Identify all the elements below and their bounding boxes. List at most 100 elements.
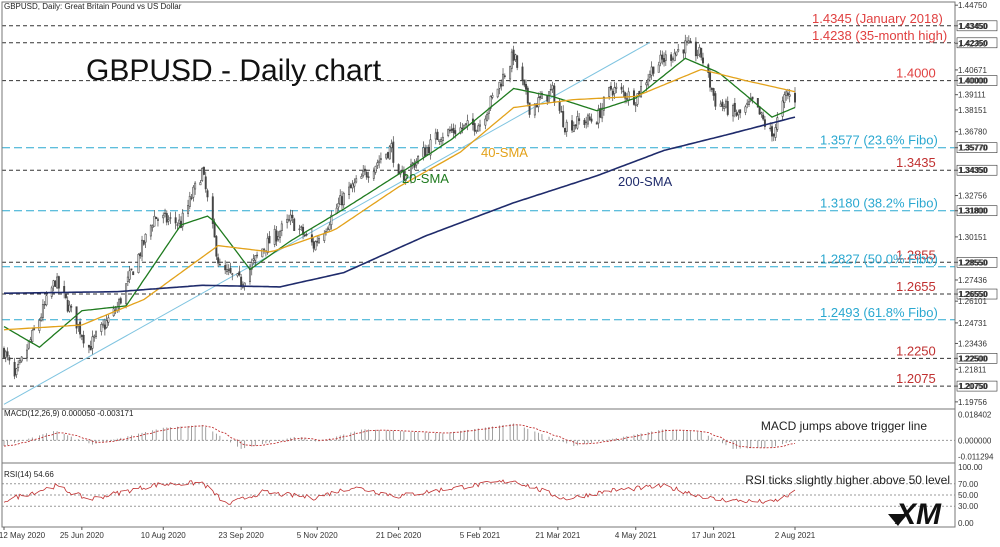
candle-body (762, 114, 765, 120)
candle-body (632, 90, 635, 105)
price-tick-label: 1.31800 (958, 207, 987, 216)
price-tick-label: 1.20750 (958, 382, 987, 391)
candle-body (56, 276, 59, 289)
price-tick-label: 1.44750 (958, 1, 987, 10)
candle-body (710, 87, 713, 90)
candle-body (578, 118, 581, 122)
rsi-tick-label: 50.00 (958, 491, 979, 500)
rsi-tick-label: 0.00 (958, 519, 974, 528)
macd-tick-label: 0.000000 (958, 436, 992, 445)
candle-body (194, 182, 197, 190)
candle-body (151, 225, 154, 228)
level-tick-label: 1.26550 (959, 290, 988, 299)
candle-body (339, 195, 342, 205)
candle-body (624, 92, 627, 99)
candle-body (4, 351, 7, 358)
candle-body (102, 323, 105, 326)
200-sma-label: 200-SMA (618, 174, 673, 189)
candle-body (438, 139, 441, 142)
candle-body (378, 160, 381, 163)
candle-body (364, 168, 366, 172)
candle-body (684, 40, 687, 54)
candle-body (776, 117, 779, 130)
candle-body (187, 205, 190, 214)
candle-body (206, 190, 209, 198)
candle-body (289, 214, 292, 222)
candle-body (229, 267, 232, 273)
candle-body (261, 248, 264, 258)
candle-body (355, 178, 358, 183)
candle-body (125, 283, 128, 304)
40-sma-label: 40-SMA (481, 145, 528, 160)
sma200-line (4, 116, 796, 294)
candle-body (417, 155, 420, 164)
candle-body (404, 175, 407, 181)
candle-body (204, 176, 207, 190)
candle-body (739, 109, 742, 114)
candle-body (142, 240, 145, 245)
trendline (3, 42, 651, 405)
candle-body (388, 146, 391, 160)
candle-body (774, 127, 777, 138)
candle-body (726, 101, 729, 115)
candle-body (696, 54, 699, 56)
candle-body (57, 276, 60, 289)
candle-body (360, 176, 363, 179)
candle-body (424, 147, 427, 157)
candle-body (702, 57, 704, 64)
candle-body (181, 212, 184, 227)
candle-body (174, 217, 177, 224)
candle-body (40, 316, 43, 321)
candle-body (348, 186, 351, 196)
candle-body (448, 129, 451, 132)
candle-body (254, 255, 257, 261)
candle-body (521, 66, 524, 81)
rsi-title: RSI(14) 54.66 (4, 470, 54, 479)
candle-body (41, 304, 44, 318)
candle-body (390, 143, 393, 148)
price-tick-label: 1.28550 (958, 258, 987, 267)
candle-body (93, 335, 96, 338)
candle-body (698, 46, 701, 55)
xm-logo-text: XM (894, 498, 942, 531)
candle-body (18, 359, 21, 363)
candle-body (694, 41, 697, 57)
candle-body (156, 218, 159, 221)
candle-body (528, 102, 531, 115)
candle-body (118, 299, 121, 310)
rsi-tick-label: 100.00 (958, 463, 983, 472)
time-tick-label: 25 Jun 2020 (60, 531, 105, 540)
candle-body (648, 74, 651, 78)
candle-body (512, 49, 515, 61)
candle-body (572, 125, 575, 132)
candle-body (732, 104, 735, 117)
price-tick-label: 1.19756 (958, 398, 987, 407)
candle-body (682, 49, 685, 54)
time-tick-label: 21 Mar 2021 (535, 531, 580, 540)
candle-body (293, 218, 296, 231)
level-label: 1.2655 (896, 279, 936, 294)
candle-body (788, 94, 791, 97)
candle-body (640, 86, 643, 98)
candle-body (509, 66, 512, 80)
candle-body (190, 197, 193, 200)
candle-body (709, 71, 712, 88)
candle-body (427, 146, 430, 154)
candle-body (353, 182, 356, 187)
level-tick-label: 1.42350 (959, 39, 988, 48)
candle-body (15, 368, 18, 375)
level-tick-label: 1.31800 (959, 207, 988, 216)
candle-body (783, 94, 786, 103)
candle-body (248, 268, 251, 282)
candle-body (673, 52, 676, 62)
candle-body (463, 124, 466, 129)
candle-body (286, 218, 289, 223)
candle-body (397, 164, 400, 175)
candle-body (27, 341, 30, 349)
candle-body (601, 107, 604, 119)
candle-body (794, 92, 796, 103)
candle-body (664, 54, 667, 61)
price-tick-label: 1.26550 (958, 290, 987, 299)
candle-body (64, 293, 67, 299)
candle-body (645, 82, 648, 86)
